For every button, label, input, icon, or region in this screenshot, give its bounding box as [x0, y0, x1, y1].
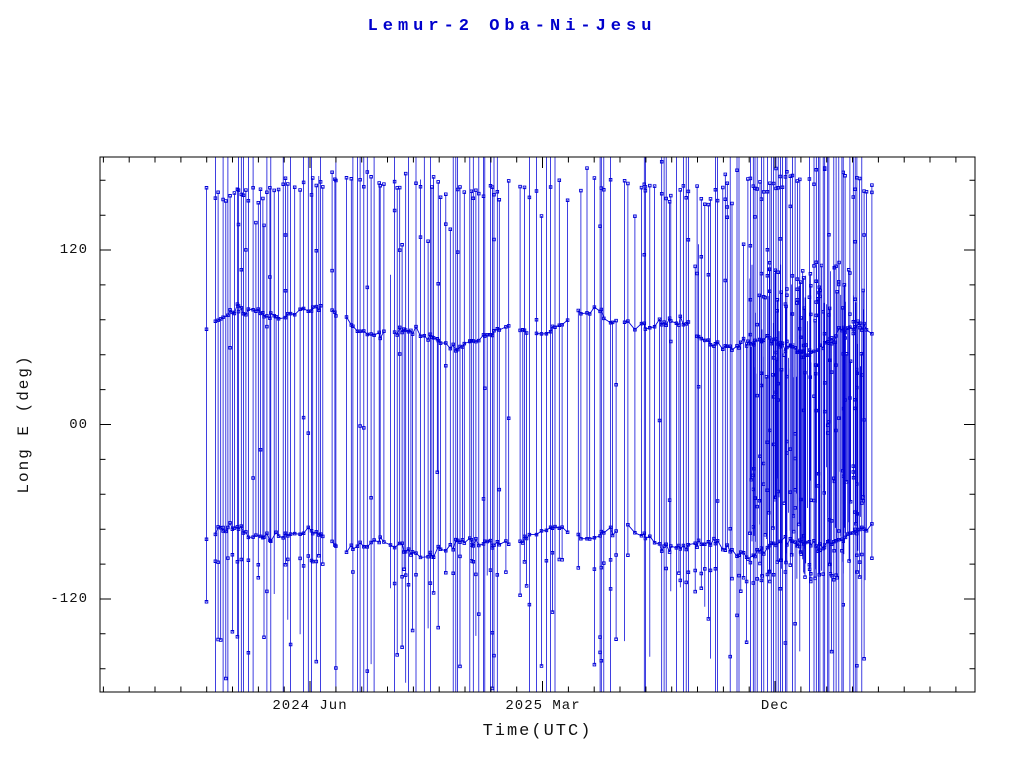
y-tick-label: 120 — [59, 242, 88, 258]
y-tick-label: -120 — [50, 591, 88, 607]
data-vertical-lines — [206, 157, 873, 692]
data-point-markers — [204, 159, 874, 691]
x-axis-label: Time(UTC) — [482, 722, 593, 741]
axes-frame — [99, 156, 976, 693]
x-tick-label: 2025 Mar — [505, 698, 581, 714]
x-tick-label: 2024 Jun — [272, 698, 348, 714]
x-tick-label: Dec — [760, 698, 790, 714]
chart-title: Lemur-2 Oba-Ni-Jesu — [367, 17, 657, 36]
y-tick-label: 00 — [69, 417, 88, 433]
